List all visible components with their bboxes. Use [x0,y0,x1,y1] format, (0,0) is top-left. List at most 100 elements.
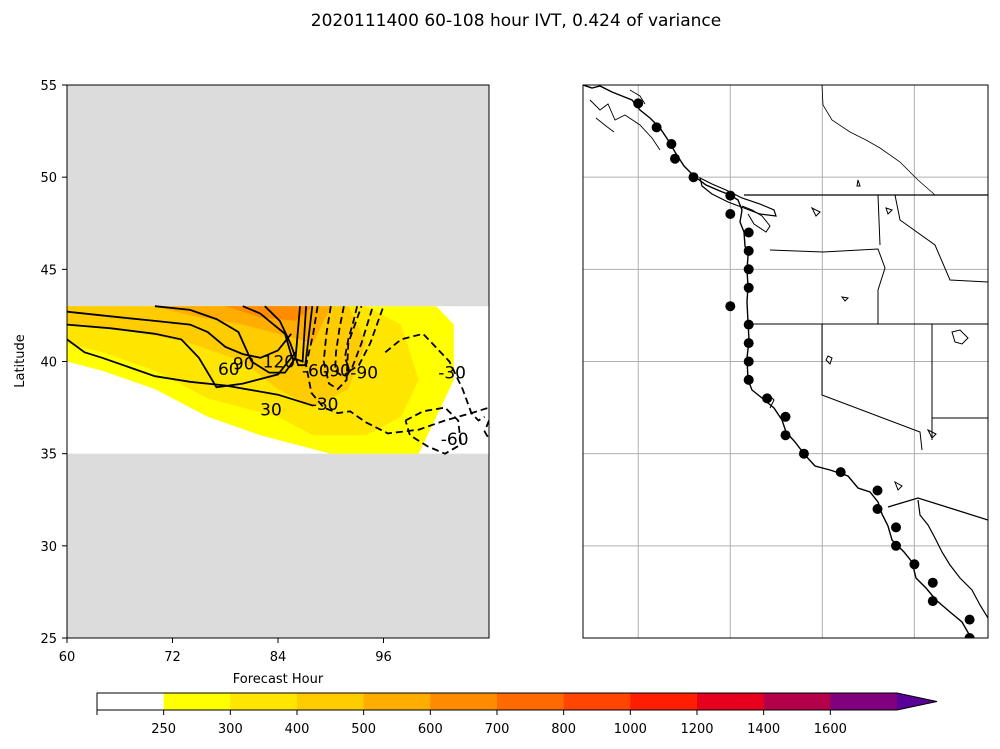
analysis-point-5 [725,190,736,201]
border-nevada-california [821,324,923,451]
variance-contour-lines [67,305,489,455]
contour-label-0: 30 [260,400,282,420]
analysis-point-14 [743,356,754,367]
y-tick-label-2: 35 [40,448,57,463]
contour-line-neg120-9 [343,305,385,373]
contour-line-neg30-12 [483,420,489,440]
contour-line-neg30-10 [384,332,486,422]
colorbar-tick-label-6: 800 [551,722,576,737]
x-axis-ticks: 60 72 84 96 [59,638,392,665]
contour-line-30-0 [67,338,314,407]
lake-d [840,296,850,302]
lake-c [885,207,893,215]
analysis-point-4 [688,172,699,183]
analysis-point-19 [798,448,809,459]
contour-line-90-2 [67,310,292,359]
y-axis-ticks: 25 30 35 40 45 50 55 [40,79,67,647]
contour-label-3: 120 [263,353,295,373]
analysis-point-10 [743,282,754,293]
x-axis-label: Forecast Hour [233,672,324,687]
colorbar-segment-1 [163,693,231,710]
y-tick-label-1: 30 [40,540,57,555]
colorbar-tick-label-0: 250 [151,722,176,737]
y-tick-label-5: 50 [40,171,57,186]
border-idaho-montana [894,194,988,283]
analysis-point-20 [835,467,846,478]
y-tick-label-3: 40 [40,356,57,371]
colorbar-segment-4 [363,693,431,710]
analysis-point-26 [927,577,938,588]
colorbar-segment-7 [563,693,631,710]
ivt-fill-600 [225,306,314,321]
contour-line-180-5 [264,305,314,367]
colorbar-ticks: 250 300 400 500 600 700 800 1000 1200 1400 1600 [96,710,847,737]
analysis-point-27 [927,596,938,607]
great-salt-lake [951,329,969,345]
contour-label-2: 90 [233,354,255,374]
analysis-point-12 [743,319,754,330]
colorbar-segment-9 [697,693,765,710]
analysis-point-8 [743,245,754,256]
analysis-point-9 [743,264,754,275]
analysis-points [633,98,975,638]
figure-title: 2020111400 60-108 hour IVT, 0.424 of var… [311,11,721,31]
colorbar-tick-label-5: 700 [485,722,510,737]
map-borders [744,85,988,521]
colorbar-tick-label-4: 600 [418,722,443,737]
masked-region-south [67,453,489,638]
analysis-point-16 [762,393,773,404]
map-frame [582,84,989,639]
analysis-point-6 [725,209,736,219]
contour-label-7: -90 [350,364,378,384]
border-bc-alberta [821,85,936,196]
colorbar-segment-5 [430,693,498,710]
colorbar-segments [96,692,938,711]
contour-label-8: -30 [438,364,466,384]
colorbar-tick-label-9: 1400 [747,722,780,737]
analysis-point-1 [651,122,662,133]
colorbar-segment-2 [230,693,298,710]
lake-a [810,206,821,217]
contour-line-120-3 [154,305,301,374]
colorbar-tick-label-3: 500 [351,722,376,737]
colorbar-segment-6 [497,693,565,710]
colorbar-tick-label-10: 1600 [814,722,847,737]
colorbar-segment-0 [97,693,165,710]
lake-tahoe [825,355,833,365]
x-tick-label-3: 96 [375,650,392,665]
analysis-point-7 [743,227,754,238]
analysis-point-18 [780,430,791,441]
x-tick-label-1: 72 [164,650,181,665]
colorbar-segment-10 [763,693,831,710]
y-axis-label: Latitude [13,334,28,388]
y-tick-label-4: 45 [40,263,57,278]
analysis-point-15 [743,374,754,385]
colorbar-segment-11 [830,693,898,710]
analysis-point-11 [725,301,736,312]
colorbar-extend-arrow [897,693,937,710]
analysis-point-3 [670,153,680,164]
contour-line-60-1 [67,323,297,389]
contour-line-neg90-8 [334,305,374,378]
masked-regions [67,85,489,638]
right-panel-map [582,84,989,639]
contour-label-1: 60 [218,360,240,380]
y-tick-label-6: 55 [40,79,57,94]
analysis-point-28 [964,614,975,625]
analysis-point-17 [780,411,791,422]
bc-inlets [589,89,661,151]
x-tick-label-0: 60 [59,650,76,665]
analysis-point-21 [872,485,883,496]
analysis-point-22 [872,504,883,514]
contour-label-9: -60 [441,430,469,450]
contour-label-6: -90 [323,362,351,382]
puget-sound [741,205,771,233]
border-mexico-us [887,497,988,521]
colorbar-segment-3 [297,693,365,710]
contour-label-5: -60 [302,362,330,382]
colorbar-tick-label-1: 300 [218,722,243,737]
analysis-point-24 [891,540,901,551]
